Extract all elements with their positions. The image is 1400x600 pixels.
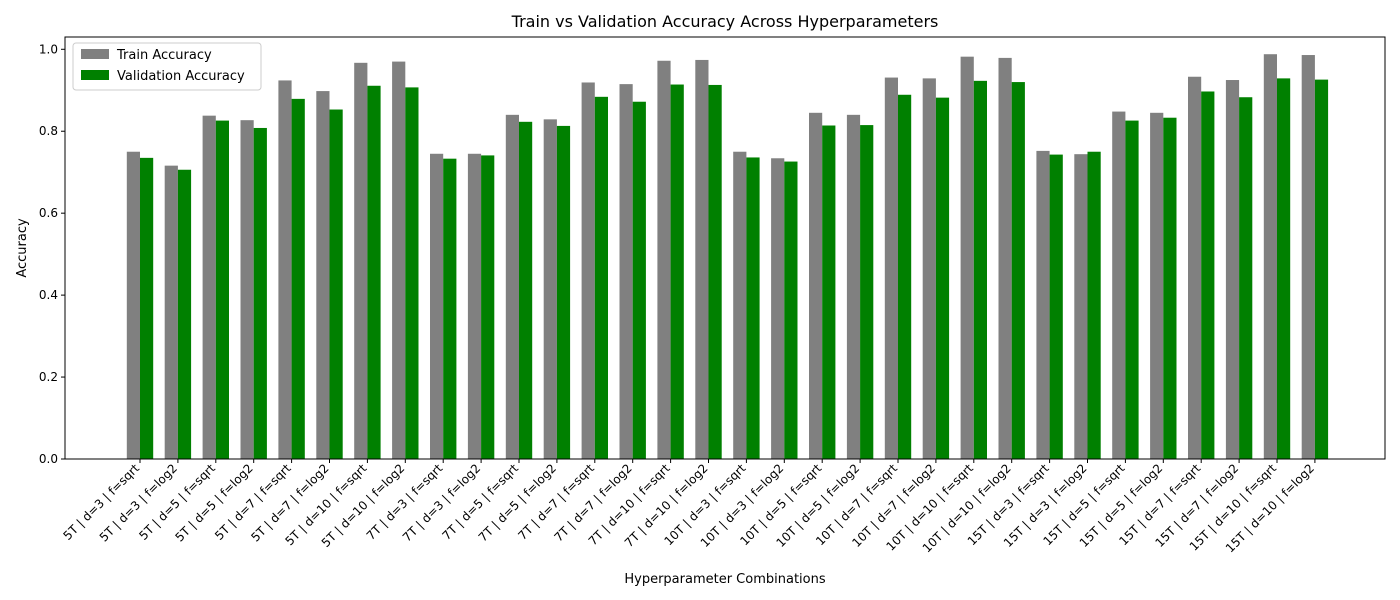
bar-validation-31	[1314, 79, 1329, 460]
bar-validation-20	[898, 94, 912, 460]
bar-train-1	[164, 165, 178, 459]
bar-validation-28	[1201, 91, 1215, 460]
bar-train-18	[809, 112, 823, 460]
y-tick-label: 0.8	[39, 124, 58, 138]
bar-validation-23	[1011, 82, 1025, 459]
bar-validation-15	[708, 84, 722, 459]
bar-validation-10	[519, 121, 533, 459]
bar-validation-5	[329, 109, 343, 460]
bar-validation-4	[291, 98, 305, 460]
bar-train-14	[657, 60, 671, 459]
bar-train-20	[884, 77, 898, 459]
bar-train-4	[278, 80, 292, 460]
bar-validation-8	[443, 158, 457, 459]
bar-train-27	[1150, 112, 1164, 460]
bar-train-9	[467, 153, 482, 459]
bar-validation-24	[1049, 154, 1063, 459]
bar-train-10	[505, 114, 519, 459]
y-tick-label: 0.6	[39, 206, 58, 220]
bar-validation-21	[935, 97, 950, 459]
y-axis-title: Accuracy	[15, 218, 30, 278]
bar-train-11	[543, 119, 557, 459]
bar-validation-27	[1163, 117, 1177, 460]
bar-train-7	[392, 61, 406, 459]
bar-validation-16	[746, 157, 760, 459]
legend-box	[72, 42, 262, 91]
bar-validation-7	[405, 87, 419, 459]
bar-train-5	[316, 91, 330, 459]
bar-train-3	[240, 120, 254, 460]
bar-validation-26	[1125, 120, 1139, 459]
bar-validation-18	[822, 125, 836, 459]
y-axis: 0.0 0.2 0.4 0.6 0.8 1.0	[39, 42, 65, 466]
bar-train-22	[960, 56, 974, 460]
bar-train-2	[202, 115, 216, 459]
y-tick-label: 1.0	[39, 42, 58, 56]
bar-train-16	[733, 151, 747, 459]
y-tick-label: 0.2	[39, 370, 58, 384]
x-axis-title: Hyperparameter Combinations	[624, 572, 825, 587]
bar-train-19	[846, 114, 861, 459]
bar-validation-30	[1277, 78, 1291, 459]
y-tick-label: 0.4	[39, 288, 58, 302]
bar-train-29	[1225, 80, 1240, 460]
bar-train-26	[1112, 111, 1126, 459]
bar-validation-6	[367, 85, 381, 459]
plot-frame	[64, 36, 1386, 460]
bar-validation-19	[860, 125, 874, 459]
bar-validation-2	[215, 120, 229, 459]
legend: Train Accuracy Validation Accuracy	[72, 42, 262, 91]
bar-validation-17	[784, 161, 798, 460]
bar-train-12	[581, 82, 595, 459]
bar-train-15	[695, 59, 709, 459]
bar-validation-9	[481, 155, 495, 459]
legend-swatch-train	[81, 49, 109, 59]
bars-layer	[126, 54, 1329, 460]
bar-train-30	[1263, 54, 1277, 460]
bar-validation-29	[1239, 97, 1253, 459]
bar-train-25	[1074, 154, 1088, 459]
bar-validation-14	[670, 84, 684, 459]
bar-train-8	[430, 153, 444, 459]
legend-label-train: Train Accuracy	[116, 48, 212, 63]
bar-validation-3	[253, 127, 267, 460]
bar-train-17	[771, 158, 785, 459]
bar-validation-25	[1087, 151, 1101, 459]
bar-train-6	[354, 62, 368, 460]
bar-train-0	[126, 151, 140, 459]
y-tick-label: 0.0	[39, 452, 58, 466]
bar-validation-0	[140, 157, 154, 460]
bar-validation-13	[632, 101, 646, 459]
legend-label-validation: Validation Accuracy	[117, 69, 245, 84]
bar-validation-1	[177, 169, 192, 459]
chart-title: Train vs Validation Accuracy Across Hype…	[511, 12, 939, 31]
legend-swatch-validation	[81, 70, 109, 80]
bar-train-13	[619, 84, 633, 460]
bar-validation-22	[973, 80, 987, 459]
bar-train-28	[1188, 76, 1202, 460]
bar-train-21	[922, 78, 936, 459]
bar-train-23	[998, 57, 1012, 460]
bar-train-24	[1036, 150, 1050, 459]
bar-validation-12	[594, 96, 608, 459]
bar-validation-11	[556, 125, 571, 459]
bar-train-31	[1301, 55, 1315, 459]
